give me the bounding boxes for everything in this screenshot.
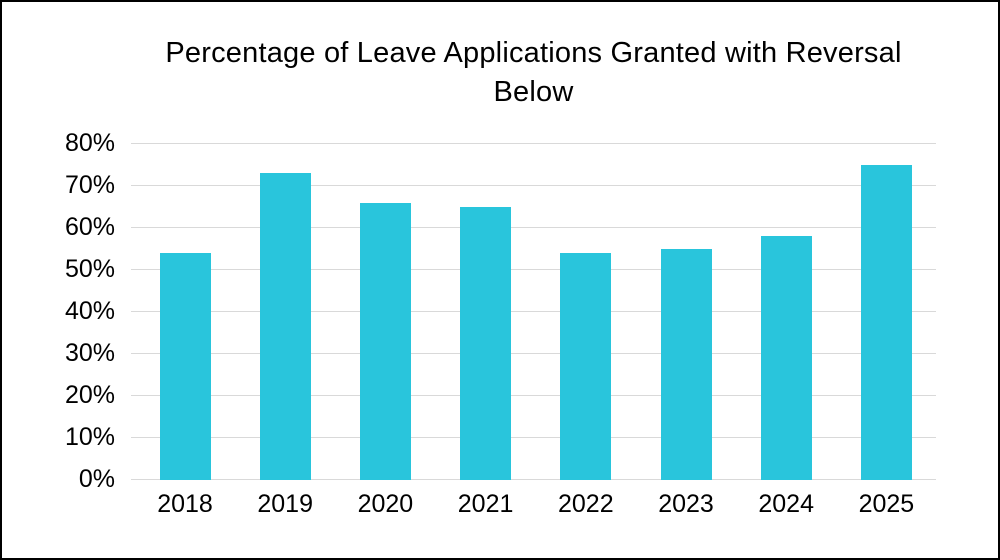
gridline-10 xyxy=(131,437,936,438)
x-axis-label-2020: 2020 xyxy=(357,490,414,518)
bar-2021 xyxy=(460,207,512,480)
y-axis-tick-label: 50% xyxy=(64,255,115,283)
bar-2018 xyxy=(159,253,211,480)
x-axis-label-2025: 2025 xyxy=(858,490,915,518)
y-axis-tick-label: 60% xyxy=(64,213,115,241)
gridline-70 xyxy=(131,185,936,186)
bar-2020 xyxy=(359,202,411,480)
x-axis-label-2018: 2018 xyxy=(157,490,213,518)
y-axis-tick-label: 30% xyxy=(64,339,115,367)
bar-2019 xyxy=(259,173,311,480)
y-axis-tick-label: 20% xyxy=(64,381,115,409)
x-axis-label-2019: 2019 xyxy=(257,490,313,518)
bar-2022 xyxy=(560,253,612,480)
bar-2024 xyxy=(760,236,812,480)
y-axis-tick-label: 40% xyxy=(64,297,115,325)
bar-2025 xyxy=(860,165,912,480)
y-axis-tick-label: 70% xyxy=(64,171,115,199)
y-axis-tick-label: 0% xyxy=(78,465,115,493)
gridline-20 xyxy=(131,395,936,396)
gridline-50 xyxy=(131,269,936,270)
bar-2023 xyxy=(660,249,712,480)
x-axis-label-2022: 2022 xyxy=(557,490,614,518)
x-axis-label-2021: 2021 xyxy=(457,490,514,518)
gridline-30 xyxy=(131,353,936,354)
x-axis-label-2023: 2023 xyxy=(658,490,714,518)
gridline-60 xyxy=(131,227,936,228)
chart-title: Percentage of Leave Applications Granted… xyxy=(165,37,902,108)
x-axis-label-2024: 2024 xyxy=(758,490,814,518)
gridline-0 xyxy=(131,479,936,480)
y-axis-tick-label: 80% xyxy=(64,129,115,157)
gridline-80 xyxy=(131,143,936,144)
y-axis-tick-label: 10% xyxy=(64,423,115,451)
plot-area xyxy=(131,143,936,480)
gridline-40 xyxy=(131,311,936,312)
